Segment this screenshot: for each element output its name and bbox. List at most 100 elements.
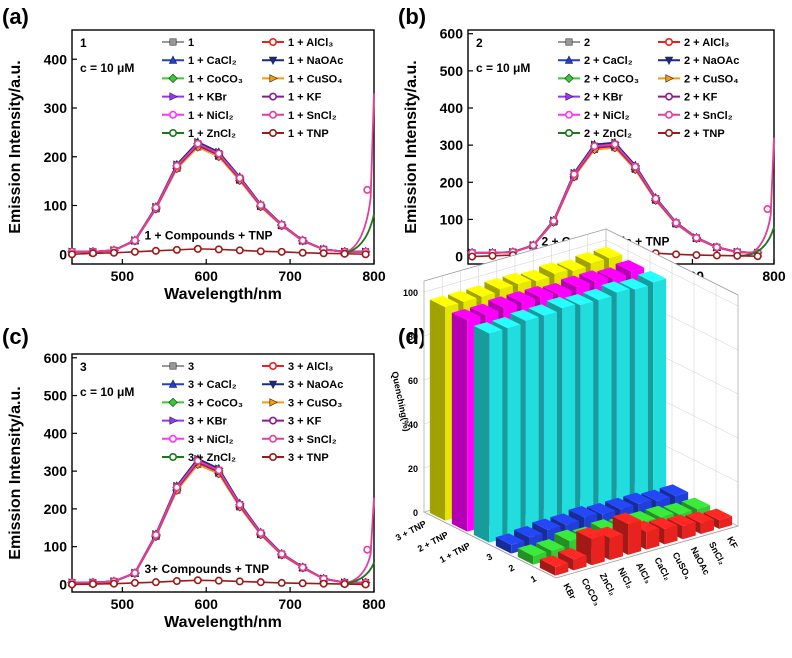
quenched-point xyxy=(692,251,701,260)
y-tick-label: 400 xyxy=(44,51,68,67)
legend-marker xyxy=(169,92,178,101)
quenched-point xyxy=(151,246,160,255)
bar-top-1-2 xyxy=(576,527,605,539)
quenched-point xyxy=(193,576,202,585)
bar-top-3TNP-4 xyxy=(502,272,532,285)
bar-1TNP-9 xyxy=(653,278,667,496)
compound-id: 2 xyxy=(476,36,483,50)
legend-marker xyxy=(564,73,574,84)
bar-1-7 xyxy=(682,522,696,540)
quenched-point xyxy=(130,578,139,587)
quenched-point xyxy=(68,250,77,259)
z-tick-label: 40 xyxy=(408,420,418,430)
bar-1TNP-2 xyxy=(525,317,539,533)
legend-marker xyxy=(169,434,178,443)
y-tick-label: 500 xyxy=(440,63,464,79)
point-pink xyxy=(214,466,223,475)
legend-entry: 3 + NaOAc xyxy=(288,379,343,391)
legend-marker xyxy=(664,92,673,101)
quenched-point xyxy=(361,580,370,589)
plot-frame xyxy=(71,353,375,593)
legend-marker xyxy=(565,38,573,46)
legend-entry: 3 + SnCl₂ xyxy=(288,434,337,446)
analyte-label: CaCl₂ xyxy=(652,556,672,582)
legend-entry: 2 + AlCl₃ xyxy=(684,37,729,49)
x-tick-label: 800 xyxy=(362,268,386,284)
legend-entry: 2 + KBr xyxy=(584,92,624,104)
quenched-point xyxy=(733,251,742,260)
bar-1TNP-1 xyxy=(507,324,521,538)
legend-entry: 2 + TNP xyxy=(684,128,725,140)
legend-marker xyxy=(665,74,674,83)
quenched-point xyxy=(340,249,349,258)
quenched-point xyxy=(193,244,202,253)
point-pink xyxy=(193,456,202,465)
point-pink xyxy=(672,218,681,227)
legend-entry: 2 + SnCl₂ xyxy=(684,110,733,122)
quenched-point xyxy=(298,248,307,257)
panel-label-b: (b) xyxy=(398,4,426,29)
point-pink xyxy=(590,142,599,151)
point-pink xyxy=(235,174,244,183)
z-tick-label: 100 xyxy=(403,288,418,298)
y-tick-label: 100 xyxy=(440,211,464,227)
bar-side-2TNP-0 xyxy=(451,312,468,532)
bar-top-3-6 xyxy=(605,497,634,510)
bar-side-3TNP-0 xyxy=(429,299,446,521)
quenched-point xyxy=(214,245,223,254)
legend-entry: 3 + CoCO₃ xyxy=(188,397,243,409)
z-tick-label: 20 xyxy=(408,464,418,474)
quenched-point xyxy=(172,245,181,254)
legend-marker xyxy=(565,92,574,101)
quenched-point xyxy=(753,252,762,261)
y-axis-title: Emission Intensity/a.u. xyxy=(7,60,24,233)
legend-entry: 2 + KF xyxy=(684,92,718,104)
legend-entry: 2 + NaOAc xyxy=(684,55,739,67)
bar-side-3-1 xyxy=(514,529,530,549)
y-axis-title: Emission Intensity/a.u. xyxy=(403,60,420,233)
y-tick-label: 300 xyxy=(44,100,68,116)
bar-top-3-2 xyxy=(532,518,561,531)
bar-top-1TNP-1 xyxy=(492,316,521,329)
legend-marker xyxy=(169,452,178,461)
legend-marker xyxy=(268,434,277,443)
legend-marker xyxy=(268,129,277,138)
quenched-point xyxy=(319,249,328,258)
legend-marker xyxy=(268,37,277,46)
legend-entry: 1 + KF xyxy=(288,92,322,104)
legend-marker xyxy=(268,92,277,101)
bar-top-1TNP-8 xyxy=(619,278,648,290)
legend-marker xyxy=(268,452,277,461)
point-pink xyxy=(172,483,181,492)
concentration-label: c = 10 μM xyxy=(80,61,134,75)
legend-marker xyxy=(268,56,278,66)
bar-top-1TNP-9 xyxy=(637,270,667,283)
legend-entry: 1 xyxy=(188,37,194,49)
point-pink xyxy=(570,170,579,179)
y-tick-label: 400 xyxy=(44,425,68,441)
legend-entry: 1 + AlCl₃ xyxy=(288,37,333,49)
legend-entry: 1 + ZnCl₂ xyxy=(188,128,236,140)
legend-marker xyxy=(269,74,278,83)
point-pink xyxy=(298,236,307,245)
legend-marker xyxy=(169,110,178,119)
legend-marker xyxy=(664,56,674,66)
y-tick-label: 200 xyxy=(44,501,68,517)
bar-1TNP-4 xyxy=(562,304,576,522)
point-pink xyxy=(256,529,265,538)
bar-side-1TNP-0 xyxy=(473,325,490,543)
x-tick-label: 700 xyxy=(278,596,302,612)
point-pink xyxy=(130,569,139,578)
analyte-label: KF xyxy=(725,535,740,551)
y-tick-label: 500 xyxy=(44,388,68,404)
legend-entry: 3 + CuSO₃ xyxy=(288,397,342,409)
bar-1-1 xyxy=(573,555,587,571)
y-tick-label: 200 xyxy=(440,174,464,190)
analyte-label: CuSO₄ xyxy=(671,550,694,581)
bar-top-3-5 xyxy=(586,502,616,515)
row-label: 3 xyxy=(485,551,494,562)
quenched-point xyxy=(151,578,160,587)
bar-top-3TNP-9 xyxy=(593,246,623,259)
bar-1TNP-6 xyxy=(598,296,612,512)
